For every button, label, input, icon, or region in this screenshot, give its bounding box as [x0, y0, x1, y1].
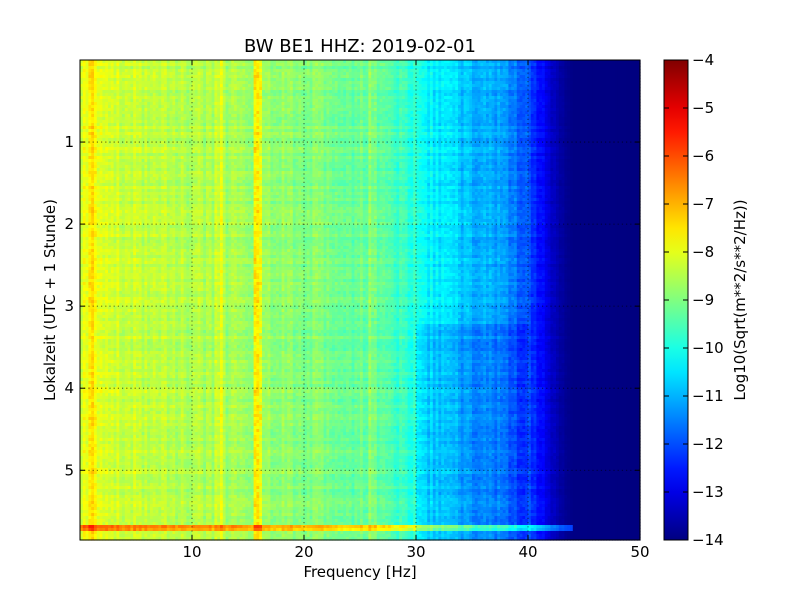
chart-title: BW BE1 HHZ: 2019-02-01	[244, 36, 476, 57]
heatmap-cells	[80, 60, 641, 541]
